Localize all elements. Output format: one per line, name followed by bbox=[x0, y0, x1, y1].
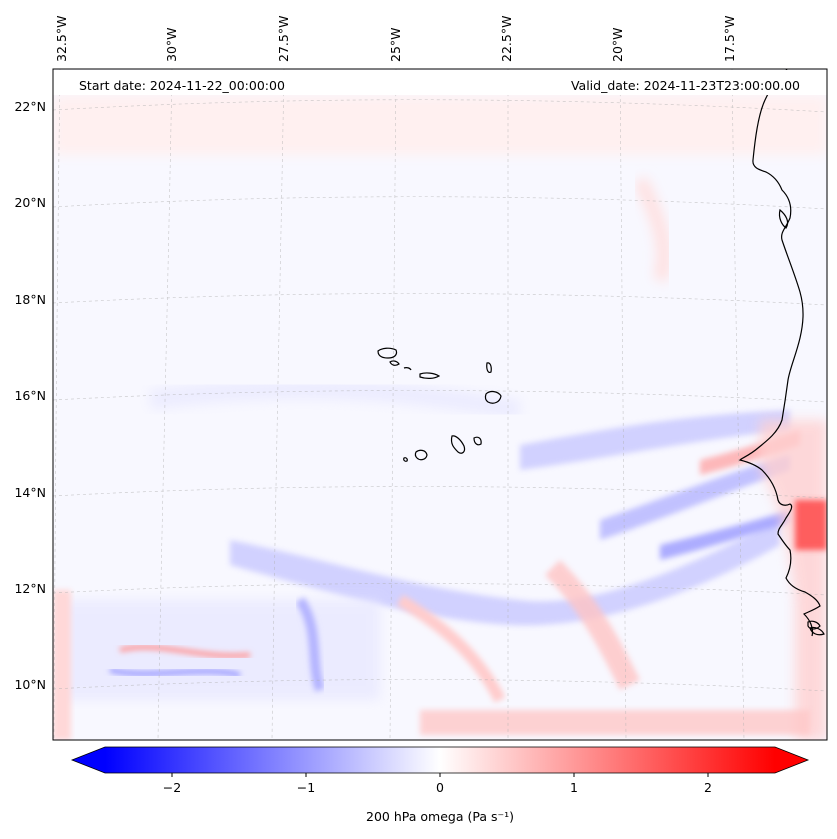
colorbar-outline bbox=[70, 746, 810, 774]
lat-label-16n: 16°N bbox=[14, 388, 46, 403]
lon-label-27.5w: 27.5°W bbox=[276, 16, 291, 62]
longitude-labels: 32.5°W 30°W 27.5°W 25°W 22.5°W 20°W 17.5… bbox=[54, 16, 737, 62]
lat-label-12n: 12°N bbox=[14, 581, 46, 596]
colorbar-tick-marks bbox=[171, 773, 709, 777]
meridian-20w bbox=[619, 69, 627, 740]
lat-label-10n: 10°N bbox=[14, 677, 46, 692]
lon-label-25w: 25°W bbox=[388, 27, 403, 62]
island-santo-antao bbox=[377, 347, 398, 359]
lat-label-18n: 18°N bbox=[14, 292, 46, 307]
island-sal bbox=[486, 362, 492, 374]
lat-label-22n: 22°N bbox=[14, 99, 46, 114]
island-sao-nicolau bbox=[419, 372, 441, 379]
meridian-25w bbox=[389, 69, 397, 740]
map-panel: Start date: 2024-11-22_00:00:00 Valid_da… bbox=[52, 68, 828, 741]
colorbar-extend-high bbox=[775, 747, 808, 773]
island-fogo bbox=[414, 449, 428, 461]
colorbar-tick-neg2: −2 bbox=[163, 780, 181, 795]
island-brava bbox=[403, 457, 408, 462]
coast-islet-2 bbox=[809, 626, 825, 636]
header-strip bbox=[53, 70, 827, 95]
lon-label-17.5w: 17.5°W bbox=[722, 16, 737, 62]
lat-label-14n: 14°N bbox=[14, 485, 46, 500]
africa-coastline bbox=[738, 69, 821, 637]
colorbar-tick-1: 1 bbox=[570, 780, 578, 795]
colorbar-body bbox=[105, 747, 775, 773]
island-santiago bbox=[450, 435, 466, 454]
omega-field bbox=[53, 95, 827, 740]
colorbar-tick-0: 0 bbox=[436, 780, 444, 795]
coastline bbox=[738, 69, 825, 637]
colorbar-tick-neg1: −1 bbox=[297, 780, 315, 795]
lat-label-20n: 20°N bbox=[14, 195, 46, 210]
latitude-labels: 22°N 20°N 18°N 16°N 14°N 12°N 10°N bbox=[14, 99, 46, 692]
island-sao-vicente bbox=[389, 360, 400, 366]
lon-label-32.5w: 32.5°W bbox=[54, 16, 69, 62]
colorbar-label: 200 hPa omega (Pa s⁻¹) bbox=[366, 809, 514, 824]
colorbar-tick-2: 2 bbox=[704, 780, 712, 795]
lon-label-22.5w: 22.5°W bbox=[499, 16, 514, 62]
meridian-27.5w bbox=[271, 69, 285, 740]
lon-label-30w: 30°W bbox=[164, 27, 179, 62]
start-date-label: Start date: 2024-11-22_00:00:00 bbox=[79, 78, 285, 93]
meridian-17.5w bbox=[731, 69, 745, 740]
island-maio bbox=[473, 436, 482, 446]
meridian-30w bbox=[157, 69, 173, 740]
colorbar-extend-low bbox=[72, 747, 105, 773]
gridlines bbox=[53, 69, 827, 740]
cape-verde-islands bbox=[377, 347, 502, 462]
map-border bbox=[52, 68, 828, 741]
lon-label-20w: 20°W bbox=[610, 27, 625, 62]
island-boa-vista bbox=[484, 390, 502, 404]
colorbar: −2 −1 0 1 2 200 hPa omega (Pa s⁻¹) bbox=[70, 746, 810, 824]
meridian-32.5w bbox=[53, 69, 61, 740]
coast-inlet bbox=[778, 208, 789, 229]
valid-date-label: Valid_date: 2024-11-23T23:00:00.00 bbox=[571, 78, 800, 93]
island-santa-luzia bbox=[403, 367, 412, 371]
